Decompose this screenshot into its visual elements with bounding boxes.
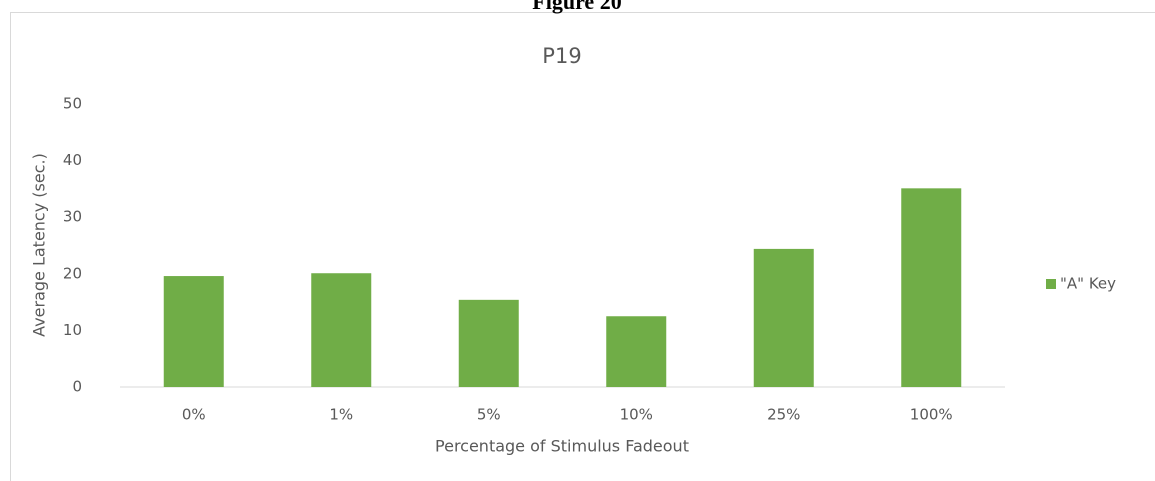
- bar: [753, 248, 814, 387]
- figure-title: Figure 20: [532, 0, 621, 14]
- y-axis-label: Average Latency (sec.): [30, 153, 49, 337]
- legend-swatch: [1046, 279, 1056, 289]
- title-backdrop: [560, 0, 600, 12]
- chart-title: P19: [542, 44, 581, 68]
- x-tick-label: 10%: [620, 406, 653, 424]
- y-tick-label: 50: [63, 95, 82, 113]
- y-tick-label: 40: [63, 151, 82, 169]
- x-tick-label: 0%: [182, 406, 206, 424]
- y-tick-label: 0: [72, 378, 82, 396]
- y-tick-label: 10: [63, 321, 82, 339]
- y-tick-label: 20: [63, 264, 82, 282]
- bar: [901, 188, 962, 387]
- chart-border: [10, 12, 1155, 481]
- x-tick-label: 1%: [329, 406, 353, 424]
- x-tick-label: 5%: [477, 406, 501, 424]
- bar: [311, 273, 372, 387]
- x-tick-label: 25%: [767, 406, 800, 424]
- legend-label: "A" Key: [1060, 275, 1116, 293]
- bar: [606, 316, 667, 387]
- y-tick-label: 30: [63, 208, 82, 226]
- bar: [458, 299, 519, 387]
- x-axis-label: Percentage of Stimulus Fadeout: [435, 437, 689, 456]
- x-tick-label: 100%: [910, 406, 953, 424]
- bar: [163, 276, 224, 387]
